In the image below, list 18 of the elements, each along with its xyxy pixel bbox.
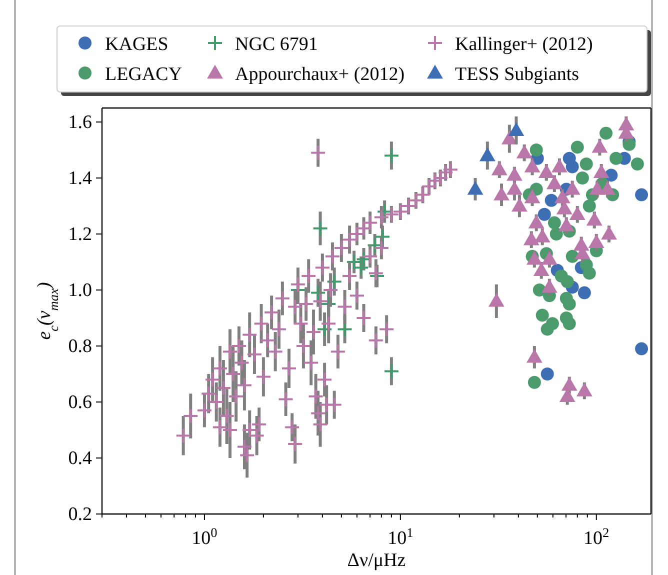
legend-label: LEGACY: [105, 64, 182, 85]
y-tick-label: 1.0: [68, 280, 92, 301]
y-tick-label: 1.6: [68, 112, 92, 133]
y-tick-label: 1.4: [68, 168, 92, 189]
y-tick-label: 0.8: [68, 336, 92, 357]
legend-label: Kallinger+ (2012): [455, 34, 593, 55]
y-tick-label: 1.2: [68, 224, 92, 245]
legend-label: TESS Subgiants: [455, 64, 580, 85]
y-tick-label: 0.4: [68, 448, 92, 469]
x-tick-label: 10$^{2}$: [584, 524, 610, 549]
y-tick-label: 0.2: [68, 504, 92, 525]
y-tick-label: 0.6: [68, 392, 92, 413]
x-tick-label: 10$^{0}$: [192, 524, 218, 549]
x-tick-label: 10$^{1}$: [388, 524, 414, 549]
legend-label: NGC 6791: [235, 34, 318, 55]
x-axis-title: Δν/μHz: [347, 550, 406, 571]
legend-label: Appourchaux+ (2012): [235, 64, 405, 85]
legend-label: KAGES: [105, 34, 168, 55]
